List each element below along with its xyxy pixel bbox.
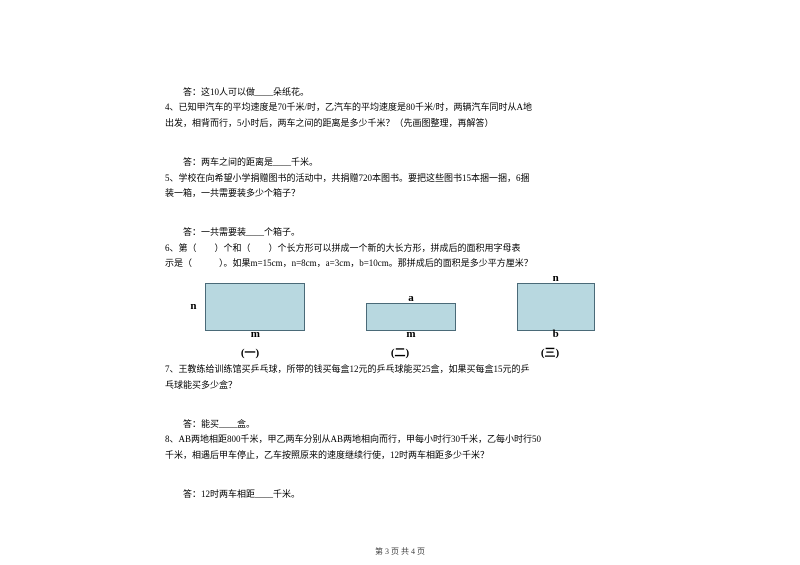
spacer — [165, 201, 635, 225]
rect1-label-left: n — [190, 298, 196, 316]
label-two: (二) — [345, 345, 455, 363]
label-three: (三) — [495, 345, 605, 363]
rectangle-1: n m — [205, 283, 305, 331]
q5-line2: 装一箱，一共需要装多少个箱子？ — [165, 186, 635, 200]
rect2-label-top: a — [408, 290, 414, 308]
q5-line1: 5、学校在向希望小学捐赠图书的活动中，共捐赠720本图书。要把这些图书15本捆一… — [165, 171, 635, 185]
q7-answer: 答：能买____盒。 — [165, 417, 635, 431]
q6-line1: 6、第（ ）个和（ ）个长方形可以拼成一个新的大长方形，拼成后的面积用字母表 — [165, 241, 635, 255]
page-content: 答：这10人可以做____朵纸花。 4、已知甲汽车的平均速度是70千米/时，乙汽… — [165, 85, 635, 502]
spacer — [165, 393, 635, 417]
q8-answer: 答：12时两车相距____千米。 — [165, 487, 635, 501]
rect2-label-bottom: m — [406, 326, 415, 344]
q3-answer: 答：这10人可以做____朵纸花。 — [165, 85, 635, 99]
rect3-label-top: n — [553, 270, 559, 288]
label-one: (一) — [195, 345, 305, 363]
diagram-item-1: n m — [205, 283, 305, 331]
q7-line1: 7、王教练给训练馆买乒乓球，所带的钱买每盒12元的乒乓球能买25盒，如果买每盒1… — [165, 362, 635, 376]
q8-line2: 千米，相遇后甲车停止，乙车按照原来的速度继续行使，12时两车相距多少千米？ — [165, 448, 635, 462]
spacer — [165, 131, 635, 155]
spacer — [165, 463, 635, 487]
rect3-label-bottom: b — [553, 326, 559, 344]
rectangle-2: a m — [366, 303, 456, 331]
q4-answer: 答：两车之间的距离是____千米。 — [165, 155, 635, 169]
diagram-item-3: n b — [517, 283, 595, 331]
diagram-labels: (一) (二) (三) — [165, 345, 635, 363]
q7-line2: 乓球能买多少盒？ — [165, 378, 635, 392]
q4-line1: 4、已知甲汽车的平均速度是70千米/时，乙汽车的平均速度是80千米/时，两辆汽车… — [165, 100, 635, 114]
q8-line1: 8、AB两地相距800千米，甲乙两车分别从AB两地相向而行，甲每小时行30千米，… — [165, 432, 635, 446]
diagram-item-2: a m — [366, 303, 456, 331]
page-footer: 第 3 页 共 4 页 — [375, 546, 425, 557]
q5-answer: 答：一共需要装____个箱子。 — [165, 225, 635, 239]
diagram-row: n m a m n b — [165, 283, 635, 331]
rectangle-3: n b — [517, 283, 595, 331]
q4-line2: 出发，相背而行，5小时后，两车之间的距离是多少千米？（先画图整理，再解答） — [165, 116, 635, 130]
q6-line2: 示是（ ）。如果m=15cm，n=8cm，a=3cm，b=10cm。那拼成后的面… — [165, 256, 635, 270]
rect1-label-bottom: m — [251, 326, 260, 344]
